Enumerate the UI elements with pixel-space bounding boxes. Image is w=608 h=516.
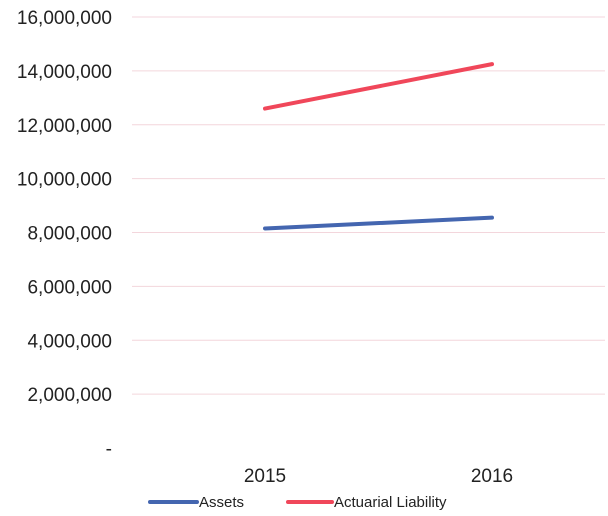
x-axis-tick-labels: 2015 2016 — [244, 466, 513, 487]
y-tick-label: 16,000,000 — [17, 8, 112, 29]
y-tick-label: 12,000,000 — [17, 116, 112, 137]
legend-label-actuarial-liability: Actuarial Liability — [334, 494, 447, 511]
y-axis-tick-labels: - 2,000,000 4,000,000 6,000,000 8,000,000 10,… — [17, 8, 112, 460]
series-lines — [263, 62, 494, 231]
y-tick-label: 8,000,000 — [27, 224, 112, 245]
y-tick-label: 4,000,000 — [27, 331, 112, 352]
y-tick-label: 6,000,000 — [27, 277, 112, 298]
x-tick-label: 2015 — [244, 466, 286, 487]
series-line-assets — [263, 215, 494, 231]
y-tick-label: 10,000,000 — [17, 170, 112, 191]
legend: Assets Actuarial Liability — [148, 494, 447, 511]
series-line-actuarial-liability — [263, 62, 494, 111]
y-tick-label: - — [106, 439, 112, 460]
legend-label-assets: Assets — [199, 494, 244, 511]
gridlines — [132, 16, 605, 395]
y-tick-label: 2,000,000 — [27, 385, 112, 406]
y-tick-label: 14,000,000 — [17, 62, 112, 83]
x-tick-label: 2016 — [471, 466, 513, 487]
